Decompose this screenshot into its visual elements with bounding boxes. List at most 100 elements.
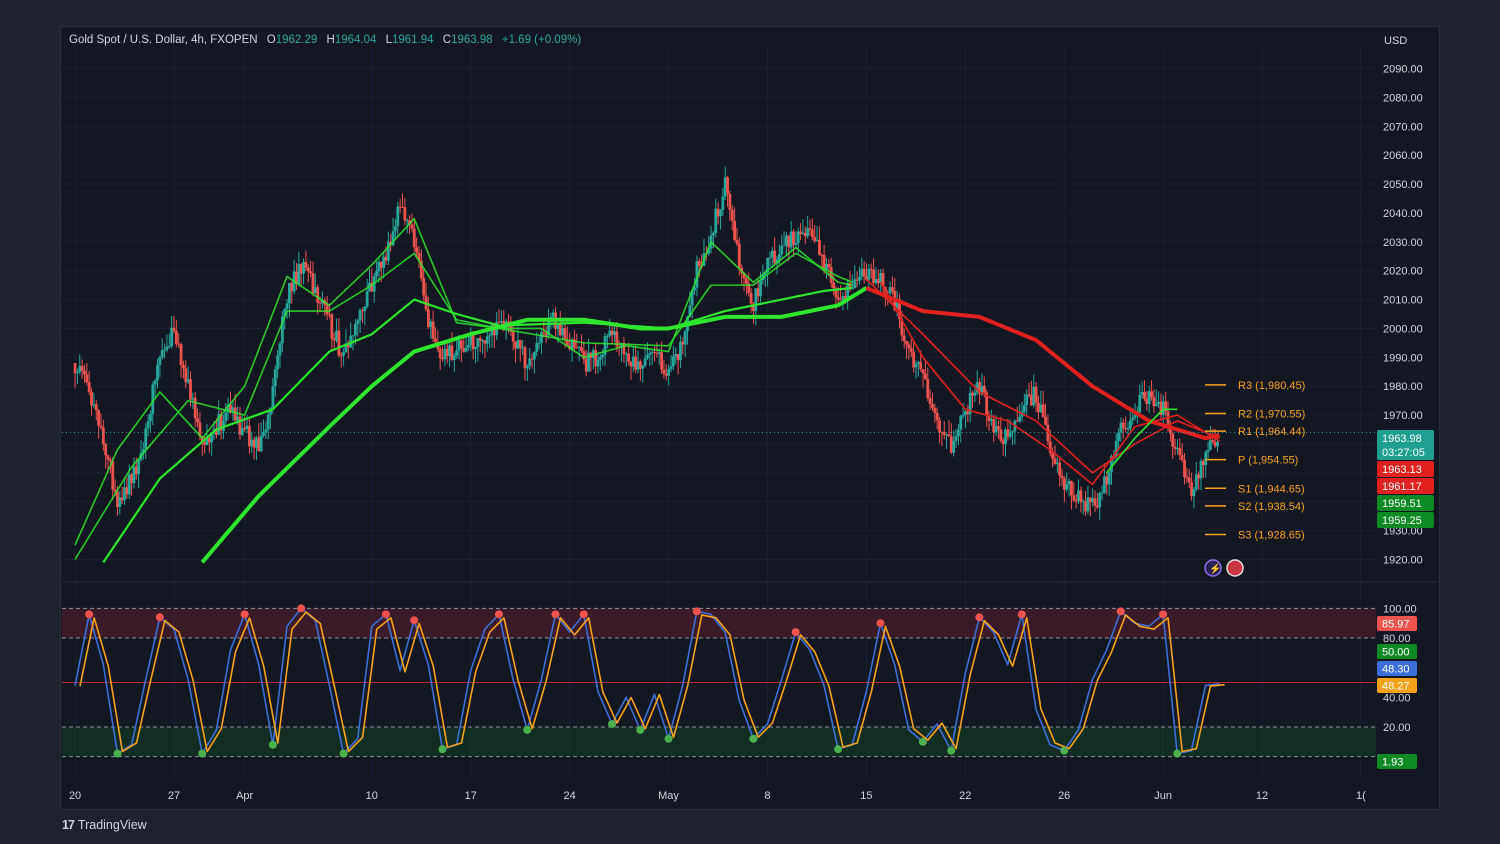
candle-body [862,268,866,277]
tradingview-watermark[interactable]: 17 TradingView [62,818,147,832]
candle-body [346,343,350,348]
candle-body [412,228,416,248]
stoch-cross-marker [113,749,122,758]
low-label: L [385,34,392,46]
stoch-cross-marker [1159,610,1168,619]
candle-body [497,321,501,323]
candle-body [116,491,119,507]
price-tick-label: 1930.00 [1383,526,1423,538]
candle-body [485,336,489,344]
candle-body [309,271,313,274]
candle-body [674,354,678,357]
candle-body [85,374,89,383]
candle-body [104,444,108,456]
time-tick-label: Jun [1154,790,1172,802]
candle-body [636,361,640,370]
candle-body [796,231,800,244]
candle-body [926,378,930,399]
candle-body [742,273,746,279]
close-value: 1963.98 [451,34,493,46]
candle-body [721,196,725,211]
candle-body [90,391,93,406]
candle-body [662,369,666,374]
candle-body [622,342,626,355]
stoch-cross-marker [1060,746,1069,755]
candle-body [443,348,447,360]
candle-body [165,346,169,350]
candle-body [1194,474,1198,490]
candle-body [151,384,155,414]
candle-body [356,320,360,325]
price-tick-label: 2020.00 [1383,266,1423,278]
symbol-title[interactable]: Gold Spot / U.S. Dollar, 4h, FXOPEN [69,34,258,46]
stoch-cross-marker [664,734,673,743]
lightning-icon [1204,559,1222,577]
candle-body [370,282,374,292]
moving-average-line [200,286,868,564]
candle-body [83,370,86,375]
candle-body [1119,422,1123,433]
candle-body [1211,440,1215,442]
candle-body [1037,402,1040,413]
candle-body [789,231,793,248]
candle-body [818,239,821,255]
candle-body [299,263,303,274]
candle-body [898,298,901,320]
candle-body [280,316,284,344]
us-flag-icon [1226,559,1244,577]
price-badge [1377,512,1434,528]
stoch-badge [1377,754,1417,769]
candle-body [905,341,908,345]
candle-body [1060,475,1064,479]
candle-body [961,414,965,417]
stoch-cross-marker [268,740,277,749]
candle-body [382,256,386,268]
stoch-cross-marker [339,749,348,758]
candle-body [688,305,692,317]
candle-body [469,335,473,345]
candle-body [123,487,126,501]
price-tick-label: 2090.00 [1383,64,1423,76]
candle-body [846,283,850,300]
candle-body [872,269,875,284]
candle-body [1150,391,1153,398]
candle-body [236,416,239,421]
candle-body [278,343,282,356]
candle-body [193,397,197,419]
candle-body [514,341,517,349]
stoch-cross-marker [834,745,843,754]
candle-body [1121,422,1125,429]
candle-body [99,425,103,428]
candle-body [1187,477,1191,483]
candle-body [1164,401,1168,412]
candle-body [335,330,338,341]
candle-body [1058,462,1062,476]
candle-body [909,348,913,352]
candle-body [349,335,353,348]
candle-body [542,332,546,334]
stoch-tick-label: 40.00 [1383,692,1411,704]
candle-body [78,365,82,372]
candle-body [452,355,456,360]
candle-body [130,474,133,484]
candle-body [608,330,612,337]
candle-body [992,419,996,433]
candle-body [1209,440,1212,450]
candle-body [777,254,781,260]
candle-body [1145,398,1149,404]
candle-body [1152,397,1156,407]
candle-body [1098,493,1102,508]
moving-average-line [865,286,1221,441]
candle-body [384,256,388,261]
price-tick-label: 2010.00 [1383,295,1423,307]
candle-body [184,368,188,383]
candle-body [318,302,322,304]
candle-body [1201,460,1205,466]
candle-body [415,247,419,253]
price-badge-value: 1961.17 [1382,481,1422,493]
candle-body [693,287,696,291]
candle-body [1166,411,1170,428]
candle-body [902,335,906,342]
stoch-cross-marker [749,734,758,743]
